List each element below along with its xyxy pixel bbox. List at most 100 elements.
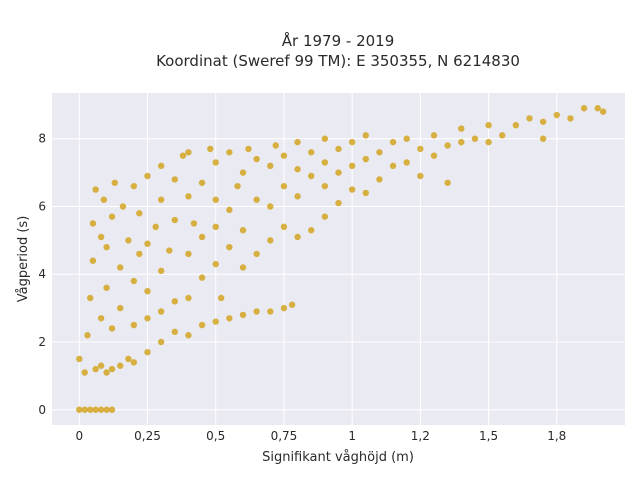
data-point [362,132,369,139]
data-point [471,135,479,142]
data-point [239,169,247,176]
data-point [89,257,97,264]
data-point [321,213,329,220]
data-point [321,159,329,166]
data-point [171,298,178,305]
data-point [144,172,151,180]
data-point [389,162,397,170]
data-point [288,301,296,308]
data-point [458,138,465,146]
data-point [294,166,301,173]
data-point [81,369,88,376]
data-point [185,250,192,258]
chart-title-line-2: Koordinat (Sweref 99 TM): E 350355, N 62… [156,52,520,70]
data-point [444,179,451,186]
x-tick-label: 1,8 [547,429,566,443]
data-point [294,138,301,146]
x-tick-label: 1,2 [411,429,430,443]
data-point [253,155,260,163]
data-point [485,121,492,129]
data-point [119,203,127,210]
data-point [117,304,124,312]
data-point [239,227,247,234]
data-point [389,138,397,146]
data-point [97,233,105,241]
grid-lines [52,93,625,425]
data-point [539,135,547,142]
data-point [92,365,99,373]
data-point [212,318,219,325]
data-point [599,108,607,115]
data-point [280,152,288,159]
data-point [321,135,329,142]
data-point [335,145,342,153]
data-point [207,145,214,153]
data-point [108,213,116,220]
data-point [362,155,369,163]
data-point [226,149,233,156]
data-point [539,118,547,125]
data-point [125,237,132,244]
data-point [267,203,274,210]
data-point [185,149,192,156]
data-point [362,189,369,197]
data-point [81,406,88,413]
data-point [553,111,560,119]
data-point [198,274,206,281]
y-tick-label: 2 [38,335,46,349]
data-point [117,362,124,369]
data-point [294,233,301,241]
data-point [166,247,173,254]
data-point [212,260,219,268]
data-point [92,186,99,193]
data-point [526,115,533,122]
data-point [226,243,233,251]
y-tick-label: 8 [38,132,46,146]
data-point [108,365,116,373]
data-point [136,210,143,217]
data-point [272,142,279,149]
data-point [103,369,110,376]
data-point [280,182,288,190]
x-axis-title: Signifikant våghöjd (m) [262,450,414,465]
x-tick-label: 0,75 [271,429,298,443]
data-point [111,179,118,186]
data-point [348,162,356,170]
x-tick-label: 1,5 [479,429,498,443]
data-point [308,149,315,156]
y-axis-ticks: 0 2 4 6 8 [38,132,46,417]
plot-area [52,93,625,425]
data-point [321,182,329,190]
data-point [348,186,356,193]
data-point [253,250,260,258]
data-point [348,138,356,146]
data-point [567,115,574,122]
data-point [108,325,116,332]
data-point [239,264,247,271]
data-point [185,294,192,302]
data-point [144,240,151,247]
x-axis-ticks: 0 0,25 0,5 0,75 1 1,2 1,5 1,8 [75,429,566,443]
x-tick-label: 0,5 [206,429,225,443]
data-point [117,264,124,271]
scatter-points [76,105,607,413]
data-point [217,294,225,302]
data-point [76,406,83,413]
data-point [594,105,601,112]
data-point [430,152,438,159]
y-tick-label: 0 [38,403,46,417]
data-point [580,105,588,112]
chart-title-line-1: År 1979 - 2019 [282,31,395,50]
data-point [198,179,206,186]
data-point [253,308,260,315]
y-tick-label: 4 [38,267,46,281]
data-point [458,125,465,132]
data-point [157,162,165,170]
x-tick-label: 0 [75,429,83,443]
data-point [212,223,219,231]
data-point [89,220,97,227]
x-tick-label: 0,25 [134,429,161,443]
data-point [444,142,451,149]
data-point [185,332,192,339]
